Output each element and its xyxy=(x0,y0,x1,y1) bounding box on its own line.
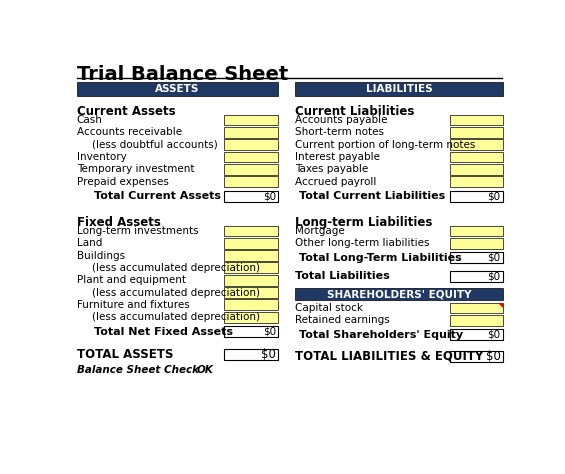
Bar xyxy=(224,139,279,150)
Text: Plant and equipment: Plant and equipment xyxy=(77,275,186,285)
Bar xyxy=(450,253,503,263)
Bar xyxy=(224,327,279,337)
Text: LIABILITIES: LIABILITIES xyxy=(366,84,433,94)
Text: (less accumulated depreciation): (less accumulated depreciation) xyxy=(92,312,260,322)
Text: Buildings: Buildings xyxy=(77,251,125,261)
Text: Short-term notes: Short-term notes xyxy=(295,128,384,137)
Bar xyxy=(224,191,279,201)
Bar xyxy=(450,329,503,340)
Bar xyxy=(450,315,503,326)
Bar xyxy=(295,288,503,300)
Bar xyxy=(450,302,503,313)
Bar xyxy=(450,191,503,201)
Text: Current Assets: Current Assets xyxy=(77,105,176,118)
Text: TOTAL ASSETS: TOTAL ASSETS xyxy=(77,348,173,361)
Text: $0: $0 xyxy=(488,330,501,340)
Text: Accounts payable: Accounts payable xyxy=(295,115,388,125)
Text: $0: $0 xyxy=(488,253,501,263)
Text: (less accumulated depreciation): (less accumulated depreciation) xyxy=(92,288,260,298)
Text: Long-term Liabilities: Long-term Liabilities xyxy=(295,216,433,229)
Text: $0: $0 xyxy=(261,348,276,361)
Bar xyxy=(224,287,279,298)
Bar xyxy=(450,351,503,362)
Text: (less accumulated depreciation): (less accumulated depreciation) xyxy=(92,263,260,273)
Text: Accounts receivable: Accounts receivable xyxy=(77,128,182,137)
Bar xyxy=(77,82,279,96)
Text: Inventory: Inventory xyxy=(77,152,127,162)
Bar xyxy=(450,164,503,175)
Text: Current Liabilities: Current Liabilities xyxy=(295,105,415,118)
Bar xyxy=(450,152,503,163)
Bar xyxy=(224,250,279,261)
Text: SHAREHOLDERS' EQUITY: SHAREHOLDERS' EQUITY xyxy=(327,289,471,299)
Text: Balance Sheet Check: Balance Sheet Check xyxy=(77,365,199,375)
Bar xyxy=(295,82,503,96)
Text: Other long-term liabilities: Other long-term liabilities xyxy=(295,238,430,248)
Bar xyxy=(224,312,279,322)
Bar xyxy=(450,238,503,248)
Text: Furniture and fixtures: Furniture and fixtures xyxy=(77,300,190,310)
Text: Total Current Assets: Total Current Assets xyxy=(94,191,221,201)
Bar xyxy=(224,226,279,237)
Bar xyxy=(450,115,503,126)
Text: Total Liabilities: Total Liabilities xyxy=(295,271,390,282)
Text: Taxes payable: Taxes payable xyxy=(295,164,368,174)
Bar xyxy=(224,300,279,310)
Text: Cash: Cash xyxy=(77,115,103,125)
Text: $0: $0 xyxy=(486,350,501,363)
Text: Capital stock: Capital stock xyxy=(295,303,363,313)
Bar xyxy=(224,176,279,187)
Text: Interest payable: Interest payable xyxy=(295,152,380,162)
Text: Temporary investment: Temporary investment xyxy=(77,164,194,174)
Text: Retained earnings: Retained earnings xyxy=(295,315,390,325)
Text: Total Shareholders' Equity: Total Shareholders' Equity xyxy=(299,330,463,340)
Text: TOTAL LIABILITIES & EQUITY: TOTAL LIABILITIES & EQUITY xyxy=(295,350,484,363)
Text: Accrued payroll: Accrued payroll xyxy=(295,177,377,187)
Text: Total Net Fixed Assets: Total Net Fixed Assets xyxy=(94,327,233,337)
Bar xyxy=(224,115,279,126)
Bar xyxy=(450,139,503,150)
Text: $0: $0 xyxy=(263,191,276,201)
Bar xyxy=(450,226,503,237)
Polygon shape xyxy=(498,302,503,308)
Bar xyxy=(224,349,279,360)
Bar xyxy=(224,127,279,138)
Text: $0: $0 xyxy=(263,327,276,337)
Bar xyxy=(224,238,279,248)
Text: Current portion of long-term notes: Current portion of long-term notes xyxy=(295,140,476,150)
Text: ASSETS: ASSETS xyxy=(155,84,200,94)
Text: (less doubtful accounts): (less doubtful accounts) xyxy=(92,140,218,150)
Bar xyxy=(224,152,279,163)
Bar xyxy=(224,263,279,273)
Text: Total Current Liabilities: Total Current Liabilities xyxy=(299,191,445,201)
Text: $0: $0 xyxy=(488,191,501,201)
Text: Total Long-Term Liabilities: Total Long-Term Liabilities xyxy=(299,253,462,263)
Text: Fixed Assets: Fixed Assets xyxy=(77,216,160,229)
Text: Land: Land xyxy=(77,238,102,248)
Bar xyxy=(450,127,503,138)
Text: OK: OK xyxy=(197,365,214,375)
Text: $0: $0 xyxy=(488,271,501,282)
Bar xyxy=(224,275,279,285)
Text: Trial Balance Sheet: Trial Balance Sheet xyxy=(77,64,288,83)
Bar xyxy=(450,271,503,282)
Text: Mortgage: Mortgage xyxy=(295,226,345,236)
Bar xyxy=(450,176,503,187)
Bar xyxy=(224,164,279,175)
Text: Prepaid expenses: Prepaid expenses xyxy=(77,177,169,187)
Text: Long-term investments: Long-term investments xyxy=(77,226,198,236)
